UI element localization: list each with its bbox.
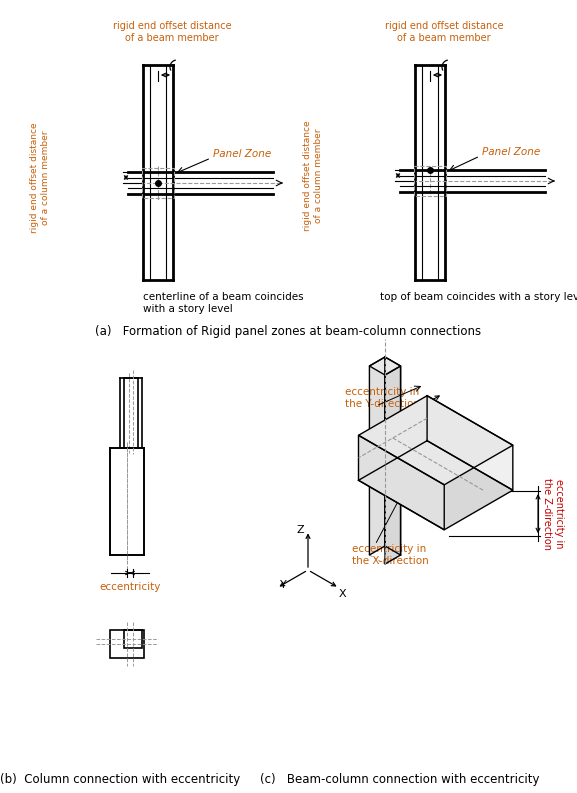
Text: X: X <box>338 589 346 599</box>
Polygon shape <box>369 357 400 375</box>
Text: eccentricity in
the X-direction: eccentricity in the X-direction <box>352 544 429 565</box>
Bar <box>110 630 144 658</box>
Bar <box>124 630 142 648</box>
Text: top of beam coincides with a story level: top of beam coincides with a story level <box>380 292 577 302</box>
Text: eccentricity: eccentricity <box>99 582 160 592</box>
Polygon shape <box>369 357 385 555</box>
Polygon shape <box>358 441 513 530</box>
Text: rigid end offset distance
of a column member: rigid end offset distance of a column me… <box>31 123 50 233</box>
Polygon shape <box>358 435 444 530</box>
Polygon shape <box>385 357 400 555</box>
Polygon shape <box>385 366 400 564</box>
Text: Panel Zone: Panel Zone <box>213 149 271 159</box>
Polygon shape <box>358 396 513 485</box>
Text: eccentricity in
the Y-direction: eccentricity in the Y-direction <box>345 387 420 409</box>
Text: (a)   Formation of Rigid panel zones at beam-column connections: (a) Formation of Rigid panel zones at be… <box>95 325 481 338</box>
Text: Panel Zone: Panel Zone <box>482 147 540 157</box>
Text: (b)  Column connection with eccentricity: (b) Column connection with eccentricity <box>0 773 240 786</box>
Polygon shape <box>427 396 513 490</box>
Text: Z: Z <box>296 526 304 535</box>
Text: (c)   Beam-column connection with eccentricity: (c) Beam-column connection with eccentri… <box>260 773 539 786</box>
Text: eccentricity in
the Z-direction: eccentricity in the Z-direction <box>542 477 564 550</box>
Text: rigid end offset distance
of a column member: rigid end offset distance of a column me… <box>304 121 323 232</box>
Text: rigid end offset distance
of a beam member: rigid end offset distance of a beam memb… <box>113 21 231 43</box>
Text: Y: Y <box>280 580 287 590</box>
Text: rigid end offset distance
of a beam member: rigid end offset distance of a beam memb… <box>385 21 503 43</box>
Text: centerline of a beam coincides
with a story level: centerline of a beam coincides with a st… <box>143 292 304 313</box>
